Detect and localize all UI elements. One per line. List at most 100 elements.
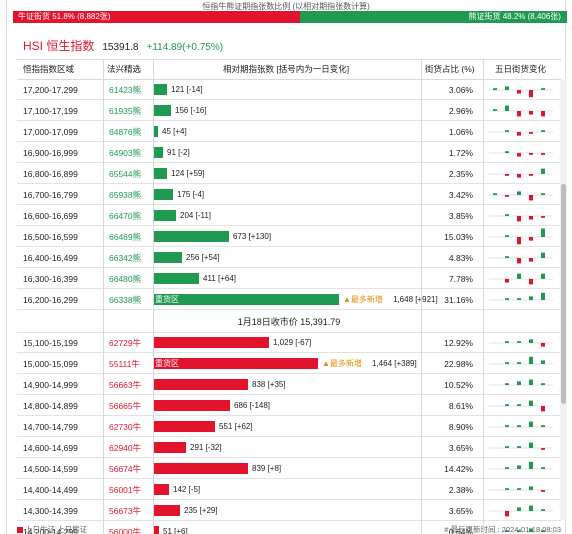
warrant-code-link[interactable]: 56001牛 [109, 485, 142, 495]
five-day-sparkline [489, 105, 553, 117]
bear-row[interactable]: 16,800-16,899 65544熊 124 [+59] 2.35% [17, 164, 561, 184]
warrant-code-link[interactable]: 66469熊 [109, 232, 142, 242]
warrant-code-link[interactable]: 64876熊 [109, 127, 142, 137]
sparkline-bar [505, 467, 509, 469]
contracts-label: 256 [+54] [186, 253, 220, 262]
index-name: HSI 恒生指数 [23, 39, 95, 53]
warrant-code-link[interactable]: 56673牛 [109, 506, 142, 516]
sparkline-bar [517, 216, 521, 222]
bull-row[interactable]: 14,900-14,999 56663牛 838 [+35] 10.52% [17, 375, 561, 395]
sparkline-bar [505, 256, 509, 258]
bull-row[interactable]: 15,000-15,099 55111牛 重货区 ▲最多新增 1,464 [+389] 2… [17, 354, 561, 374]
warrant-code-link[interactable]: 56674牛 [109, 464, 142, 474]
contracts-bar [153, 421, 215, 432]
sparkline-bar [517, 273, 521, 279]
bear-row[interactable]: 16,900-16,999 64903熊 91 [-2] 1.72% [17, 143, 561, 163]
five-day-sparkline [489, 130, 553, 136]
bull-row[interactable]: 14,500-14,599 56674牛 839 [+8] 14.42% [17, 459, 561, 479]
sparkline-bar [517, 425, 521, 427]
warrant-code-link[interactable]: 61423熊 [109, 85, 142, 95]
bull-row[interactable]: 14,300-14,399 56673牛 235 [+29] 3.65% [17, 501, 561, 521]
warrant-code-link[interactable]: 66342熊 [109, 253, 142, 263]
sparkline-bar [529, 379, 533, 385]
most-new-badge: ▲最多新增 [343, 295, 383, 304]
warrant-code-link[interactable]: 62730牛 [109, 422, 142, 432]
warrant-code-link[interactable]: 66338熊 [109, 295, 142, 305]
bear-row[interactable]: 16,600-16,699 66470熊 204 [-11] 3.85% [17, 206, 561, 226]
sparkline-bar [505, 214, 509, 216]
share-pct-cell: 15.03% [444, 232, 473, 242]
sparkline-bar [529, 339, 533, 343]
bear-row[interactable]: 17,000-17,099 64876熊 45 [+4] 1.06% [17, 122, 561, 142]
share-pct-cell: 3.42% [448, 190, 473, 200]
range-cell: 15,000-15,099 [23, 359, 78, 369]
contracts-label: 673 [+130] [233, 232, 272, 241]
bull-row[interactable]: 14,600-14,699 62940牛 291 [-32] 3.65% [17, 438, 561, 458]
range-cell: 16,700-16,799 [23, 190, 78, 200]
range-cell: 14,600-14,699 [23, 443, 78, 453]
share-pct-cell: 7.78% [448, 274, 473, 284]
warrant-code-link[interactable]: 62940牛 [109, 443, 142, 453]
warrant-code-link[interactable]: 65544熊 [109, 169, 142, 179]
warrant-code-link[interactable]: 55111牛 [109, 359, 140, 369]
share-pct-cell: 3.65% [448, 506, 473, 516]
bear-row[interactable]: 16,400-16,499 66342熊 256 [+54] 4.83% [17, 248, 561, 268]
sparkline-bar [517, 132, 521, 136]
bear-row[interactable]: 16,300-16,399 66480熊 411 [+64] 7.78% [17, 269, 561, 289]
sparkline-bar [541, 228, 545, 237]
scrollbar[interactable] [560, 80, 567, 520]
index-change: +114.89(+0.75%) [146, 42, 224, 53]
warrant-code-link[interactable]: 56665牛 [109, 401, 142, 411]
share-pct-cell: 12.92% [444, 338, 473, 348]
range-cell: 14,800-14,899 [23, 401, 78, 411]
bear-row[interactable]: 17,100-17,199 61935熊 156 [-16] 2.96% [17, 101, 561, 121]
contracts-bar [153, 526, 159, 534]
range-cell: 14,900-14,999 [23, 380, 78, 390]
sparkline-bar [505, 362, 509, 364]
five-day-sparkline [489, 228, 553, 245]
share-pct-cell: 2.96% [448, 106, 473, 116]
bull-row[interactable]: 15,100-15,199 62729牛 1,029 [-67] 12.92% [17, 333, 561, 353]
sparkline-bar [541, 130, 545, 132]
warrant-code-link[interactable]: 65938熊 [109, 190, 142, 200]
sparkline-bar [541, 88, 545, 90]
warrant-code-link[interactable]: 56663牛 [109, 380, 142, 390]
sparkline-bar [517, 191, 521, 195]
scrollbar-thumb[interactable] [561, 184, 566, 404]
bear-row[interactable]: 17,200-17,299 61423熊 121 [-14] 3.06% [17, 80, 561, 100]
bull-row[interactable]: 14,700-14,799 62730牛 551 [+62] 8.90% [17, 417, 561, 437]
index-price: 15391.8 [102, 42, 139, 53]
share-pct-cell: 2.38% [448, 485, 473, 495]
contracts-label: 839 [+8] [252, 464, 282, 473]
sparkline-bar [529, 528, 533, 532]
contracts-bar [153, 294, 339, 305]
contracts-bar [153, 379, 248, 390]
footer-legend-text: 上日牛证 上日熊证 [25, 525, 88, 534]
warrant-code-link[interactable]: 56000牛 [109, 527, 142, 534]
sparkline-bar [505, 195, 509, 197]
bear-row[interactable]: 16,200-16,299 66338熊 重货区 ▲最多新增 1,648 [+921] 3… [17, 290, 561, 310]
bull-row[interactable]: 14,400-14,499 56001牛 142 [-5] 2.38% [17, 480, 561, 500]
bull-row[interactable]: 14,200-14,299 56000牛 51 [+6] 0.64% [17, 522, 561, 534]
contracts-label: 235 [+29] [184, 506, 218, 515]
bull-bear-ratio-bar: 牛证街货 51.8% (8,882张) 熊证街货 48.2% (8,406张) [13, 11, 567, 23]
bear-row[interactable]: 16,700-16,799 65938熊 175 [-4] 3.42% [17, 185, 561, 205]
range-cell: 15,100-15,199 [23, 338, 78, 348]
col-range-header: 恒指指数区域 [23, 64, 75, 74]
five-day-sparkline [489, 339, 553, 347]
warrant-code-link[interactable]: 66470熊 [109, 211, 142, 221]
five-day-sparkline [489, 214, 553, 222]
sparkline-bar [541, 273, 545, 279]
contracts-label: 51 [+6] [163, 527, 188, 534]
warrant-code-link[interactable]: 64903熊 [109, 148, 142, 158]
sparkline-bar [529, 174, 533, 176]
warrant-code-link[interactable]: 61935熊 [109, 106, 142, 116]
range-cell: 14,700-14,799 [23, 422, 78, 432]
five-day-sparkline [489, 379, 553, 386]
contracts-bar [153, 358, 318, 369]
bull-row[interactable]: 14,800-14,899 56665牛 686 [-148] 8.61% [17, 396, 561, 416]
warrant-code-link[interactable]: 66480熊 [109, 274, 142, 284]
sparkline-bar [541, 448, 545, 450]
bear-row[interactable]: 16,500-16,599 66469熊 673 [+130] 15.03% [17, 227, 561, 247]
warrant-code-link[interactable]: 62729牛 [109, 338, 142, 348]
